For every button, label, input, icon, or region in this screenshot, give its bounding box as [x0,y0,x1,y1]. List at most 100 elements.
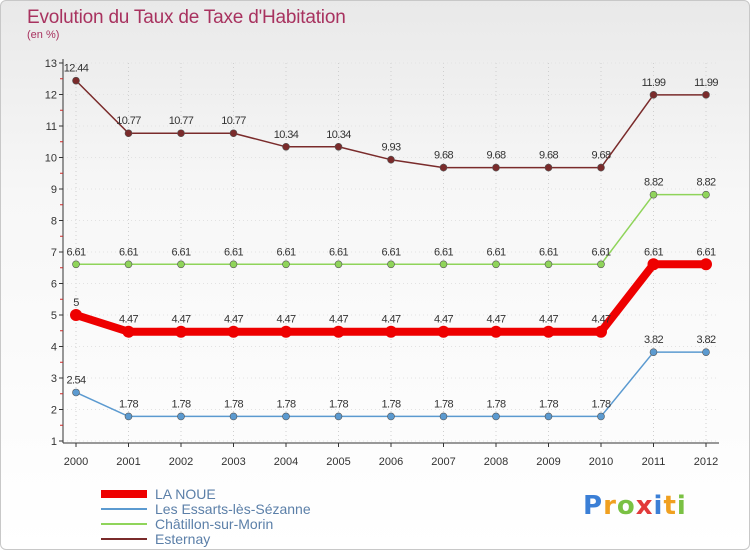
data-point [227,325,240,338]
data-point [385,325,397,338]
x-tick-label: 2002 [169,456,193,468]
data-point [229,412,238,421]
data-label: 10.77 [221,115,246,127]
data-label: 10.34 [274,129,299,141]
x-tick-label: 2006 [379,456,403,468]
data-point [649,91,658,99]
data-label: 6.61 [171,246,190,258]
data-label: 9.68 [486,150,505,162]
legend-item-les-essarts: Les Essarts-lès-Sézanne [101,501,311,517]
data-label: 4.47 [119,314,138,326]
data-label: 4.47 [171,314,190,326]
data-label: 4.47 [539,314,558,326]
y-tick-label: 13 [45,58,57,70]
y-tick-label: 10 [45,153,57,165]
data-point [702,348,710,356]
data-label: 3.82 [644,334,663,346]
data-point [72,260,80,269]
data-label: 9.68 [539,150,558,162]
data-label: 4.47 [224,314,243,326]
data-label: 6.61 [329,246,348,258]
chart-legend: LA NOUE Les Essarts-lès-Sézanne Châtillo… [101,486,311,547]
y-tick-label: 9 [51,184,57,196]
legend-swatch [101,522,147,525]
data-label: 8.82 [644,177,663,189]
legend-label: Esternay [155,530,211,547]
x-tick-label: 2004 [274,456,298,468]
x-tick-label: 2007 [431,456,455,468]
y-tick-label: 8 [51,216,57,228]
data-label: 4.47 [434,314,453,326]
x-tick-label: 2010 [589,456,613,468]
data-label: 12.44 [64,63,89,75]
x-tick-label: 2012 [694,456,718,468]
data-point [597,163,605,172]
legend-swatch [101,507,147,510]
logo-letter: P [583,491,604,521]
x-tick-label: 2011 [642,456,666,468]
y-tick-label: 1 [51,436,57,448]
data-point [387,260,395,269]
data-point [597,412,605,421]
legend-item-esternay: Esternay [101,530,311,547]
logo-letter: x [635,491,654,521]
x-tick-label: 2008 [484,456,508,468]
data-label: 6.61 [66,246,85,258]
data-label: 4.47 [329,314,348,326]
y-tick-label: 3 [51,373,57,385]
x-tick-label: 2001 [116,456,140,468]
chart-title: Evolution du Taux de Taxe d'Habitation [27,7,346,28]
data-point [649,190,658,199]
data-point [122,325,135,338]
data-point [334,260,343,269]
data-label: 6.61 [276,246,295,258]
data-point [649,348,658,356]
x-tick-label: 2000 [64,456,88,468]
data-label: 1.78 [224,398,243,410]
data-label: 1.78 [486,398,505,410]
data-label: 1.78 [119,398,138,410]
legend-item-la-noue: LA NOUE [101,486,311,502]
data-label: 9.68 [434,150,453,162]
data-point [175,325,187,338]
legend-swatch [101,489,147,498]
data-point [597,260,605,269]
data-label: 3.82 [696,334,715,346]
data-point [280,325,292,338]
y-tick-label: 7 [51,247,57,259]
data-label: 1.78 [381,398,400,410]
data-point [124,412,133,421]
data-point [332,325,345,338]
data-point [492,163,500,172]
data-label: 6.61 [381,246,400,258]
data-point [70,309,82,321]
data-point [702,190,710,199]
data-point [72,388,80,397]
data-point [229,260,238,269]
y-tick-label: 6 [51,279,57,291]
data-point [647,258,660,271]
data-point [439,412,448,421]
data-point [177,260,185,269]
data-label: 1.78 [329,398,348,410]
data-label: 4.47 [381,314,400,326]
x-tick-label: 2009 [536,456,560,468]
y-tick-label: 11 [46,121,57,133]
data-point [595,325,607,338]
y-tick-label: 4 [51,342,57,354]
data-point [490,325,502,338]
data-label: 6.61 [486,246,505,258]
logo-letter: o [616,491,636,521]
data-point [124,260,133,269]
data-point [177,129,185,138]
data-point [282,412,290,421]
data-label: 4.47 [276,314,295,326]
y-tick-label: 5 [51,310,57,322]
data-point [492,260,500,269]
logo-letter: i [676,491,687,521]
x-tick-label: 2003 [221,456,245,468]
data-point [437,325,450,338]
data-label: 4.47 [486,314,505,326]
